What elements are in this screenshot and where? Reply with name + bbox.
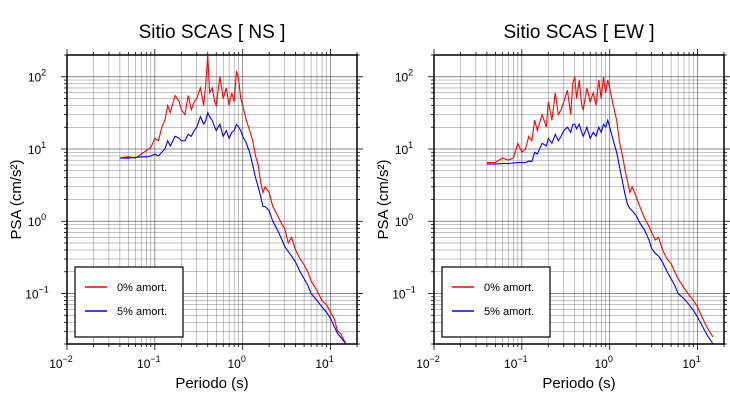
- series-line-blue: [486, 118, 714, 344]
- x-tick-label: 10−2: [416, 354, 440, 371]
- series-line-red: [119, 55, 347, 344]
- y-tick-label: 102: [28, 68, 46, 85]
- legend-label: 5% amort.: [484, 306, 534, 318]
- y-tick-label: 10−1: [25, 284, 49, 301]
- chart-panel-ns: Sitio SCAS [ NS ] Periodo (s) PSA (cm/s²…: [8, 22, 363, 392]
- series-line-red: [486, 76, 714, 338]
- legend: 0% amort. 5% amort.: [441, 266, 551, 338]
- legend-label: 0% amort.: [484, 282, 534, 294]
- x-tick-label: 10−1: [504, 354, 528, 371]
- legend: 0% amort. 5% amort.: [74, 266, 184, 338]
- grid: [61, 49, 363, 350]
- y-tick-label: 100: [395, 212, 413, 229]
- x-tick-label: 100: [595, 354, 613, 371]
- y-tick-label: 100: [28, 212, 46, 229]
- x-tick-label: 101: [315, 354, 333, 371]
- x-tick-label: 10−2: [49, 354, 73, 371]
- legend-label: 0% amort.: [117, 282, 167, 294]
- x-tick-label: 10−1: [137, 354, 161, 371]
- y-axis-label: PSA (cm/s²): [375, 159, 392, 239]
- chart-title: Sitio SCAS [ EW ]: [504, 22, 655, 43]
- x-tick-label: 100: [228, 354, 246, 371]
- x-axis-label: Periodo (s): [542, 375, 615, 392]
- y-tick-label: 102: [395, 68, 413, 85]
- chart-title: Sitio SCAS [ NS ]: [139, 22, 286, 43]
- y-tick-label: 101: [395, 140, 413, 157]
- y-axis-label: PSA (cm/s²): [8, 159, 25, 239]
- y-tick-label: 101: [28, 140, 46, 157]
- x-axis-label: Periodo (s): [175, 375, 248, 392]
- series-line-blue: [119, 110, 347, 344]
- legend-label: 5% amort.: [117, 306, 167, 318]
- chart-panel-ew: Sitio SCAS [ EW ] Periodo (s) PSA (cm/s²…: [375, 22, 730, 392]
- x-tick-label: 101: [682, 354, 700, 371]
- plot-frame: [66, 54, 358, 345]
- y-tick-label: 10−1: [392, 284, 416, 301]
- plot-frame: [433, 54, 725, 345]
